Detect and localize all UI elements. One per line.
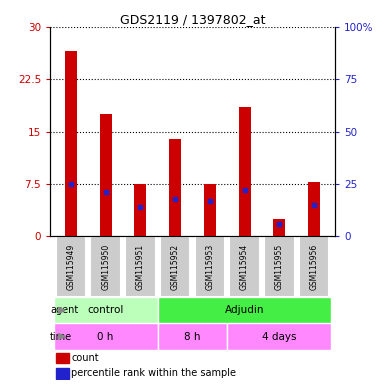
- Text: 0 h: 0 h: [97, 331, 114, 341]
- Bar: [134, 184, 146, 236]
- Text: control: control: [87, 305, 124, 315]
- Text: agent: agent: [50, 305, 78, 315]
- Text: Adjudin: Adjudin: [225, 305, 264, 315]
- Bar: [227, 323, 331, 349]
- Bar: [169, 139, 181, 236]
- Bar: [100, 114, 112, 236]
- Text: GSM115950: GSM115950: [101, 243, 110, 290]
- Bar: [56, 353, 69, 363]
- Bar: [65, 51, 77, 236]
- Bar: [204, 184, 216, 236]
- FancyBboxPatch shape: [264, 236, 295, 297]
- Bar: [158, 297, 331, 323]
- Text: GSM115953: GSM115953: [205, 243, 214, 290]
- FancyBboxPatch shape: [125, 236, 156, 297]
- Text: 8 h: 8 h: [184, 331, 201, 341]
- Title: GDS2119 / 1397802_at: GDS2119 / 1397802_at: [120, 13, 265, 26]
- Bar: [54, 297, 158, 323]
- FancyBboxPatch shape: [90, 236, 121, 297]
- Bar: [239, 107, 251, 236]
- Bar: [54, 323, 158, 349]
- Bar: [273, 219, 285, 236]
- Text: time: time: [50, 331, 72, 341]
- FancyBboxPatch shape: [194, 236, 225, 297]
- Text: GSM115951: GSM115951: [136, 244, 145, 290]
- Text: 4 days: 4 days: [262, 331, 296, 341]
- FancyBboxPatch shape: [160, 236, 191, 297]
- Text: GSM115956: GSM115956: [310, 243, 319, 290]
- Text: GSM115952: GSM115952: [171, 244, 180, 290]
- Bar: [158, 323, 227, 349]
- Text: count: count: [72, 353, 99, 363]
- FancyBboxPatch shape: [299, 236, 330, 297]
- Text: GSM115954: GSM115954: [240, 243, 249, 290]
- Bar: [308, 182, 320, 236]
- Text: percentile rank within the sample: percentile rank within the sample: [72, 368, 236, 378]
- Bar: [56, 368, 69, 379]
- Text: GSM115955: GSM115955: [275, 243, 284, 290]
- Text: GSM115949: GSM115949: [66, 243, 75, 290]
- FancyBboxPatch shape: [229, 236, 260, 297]
- FancyBboxPatch shape: [55, 236, 86, 297]
